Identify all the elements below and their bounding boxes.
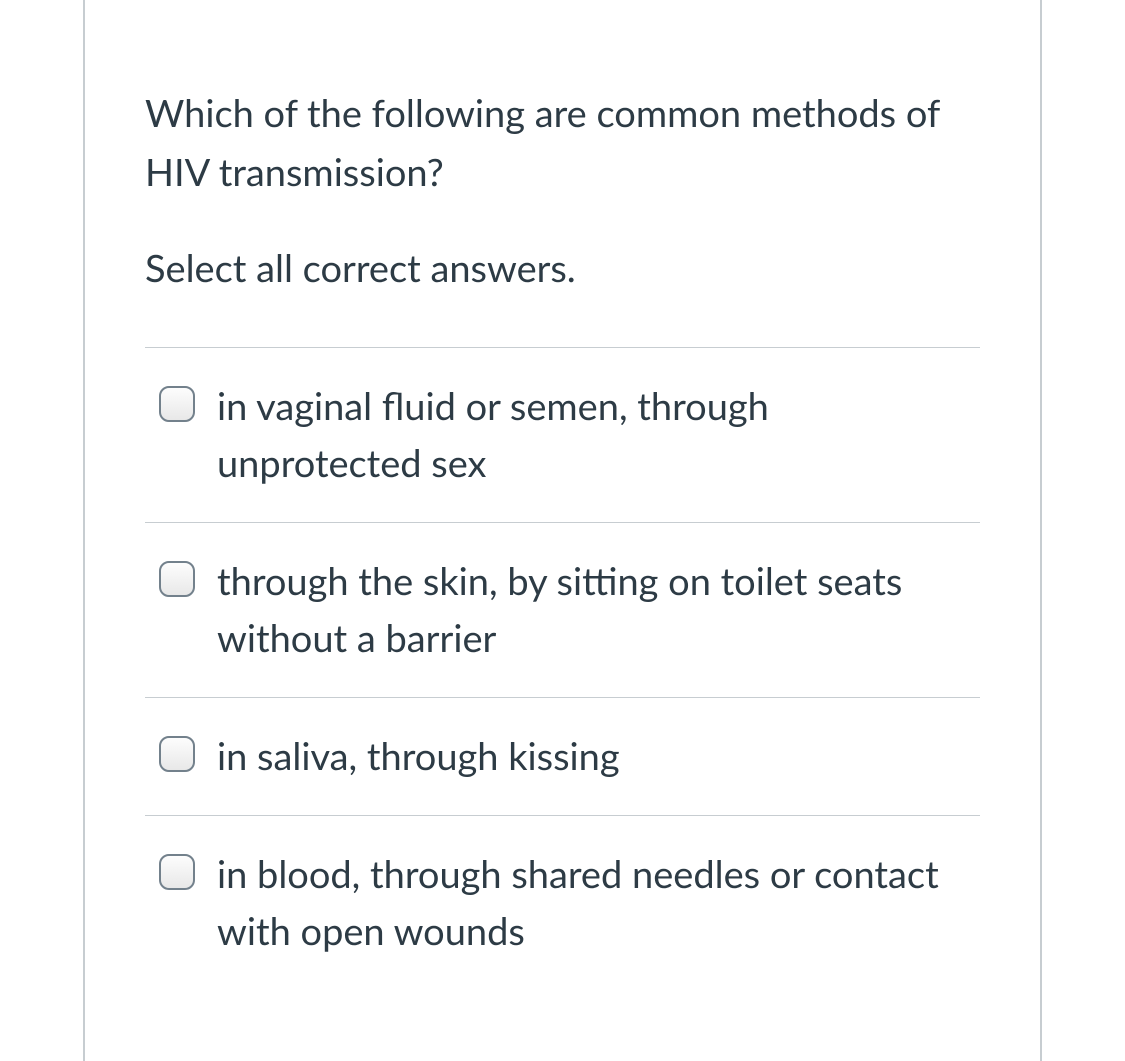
option-row[interactable]: in blood, through shared needles or cont… <box>145 816 980 990</box>
question-content: Which of the following are common method… <box>85 0 1040 990</box>
question-prompt: Which of the following are common method… <box>145 84 980 202</box>
checkbox[interactable] <box>159 736 195 772</box>
checkbox[interactable] <box>159 854 195 890</box>
option-label: in vaginal fluid or semen, through unpro… <box>217 378 966 492</box>
option-row[interactable]: through the skin, by sitting on toilet s… <box>145 523 980 698</box>
option-label: in blood, through shared needles or cont… <box>217 846 966 960</box>
option-label: through the skin, by sitting on toilet s… <box>217 553 966 667</box>
option-label: in saliva, through kissing <box>217 728 966 785</box>
option-row[interactable]: in saliva, through kissing <box>145 698 980 816</box>
option-row[interactable]: in vaginal fluid or semen, through unpro… <box>145 348 980 523</box>
question-card: Which of the following are common method… <box>83 0 1042 1061</box>
checkbox[interactable] <box>159 386 195 422</box>
options-list: in vaginal fluid or semen, through unpro… <box>145 347 980 990</box>
question-instruction: Select all correct answers. <box>145 240 980 297</box>
checkbox[interactable] <box>159 561 195 597</box>
